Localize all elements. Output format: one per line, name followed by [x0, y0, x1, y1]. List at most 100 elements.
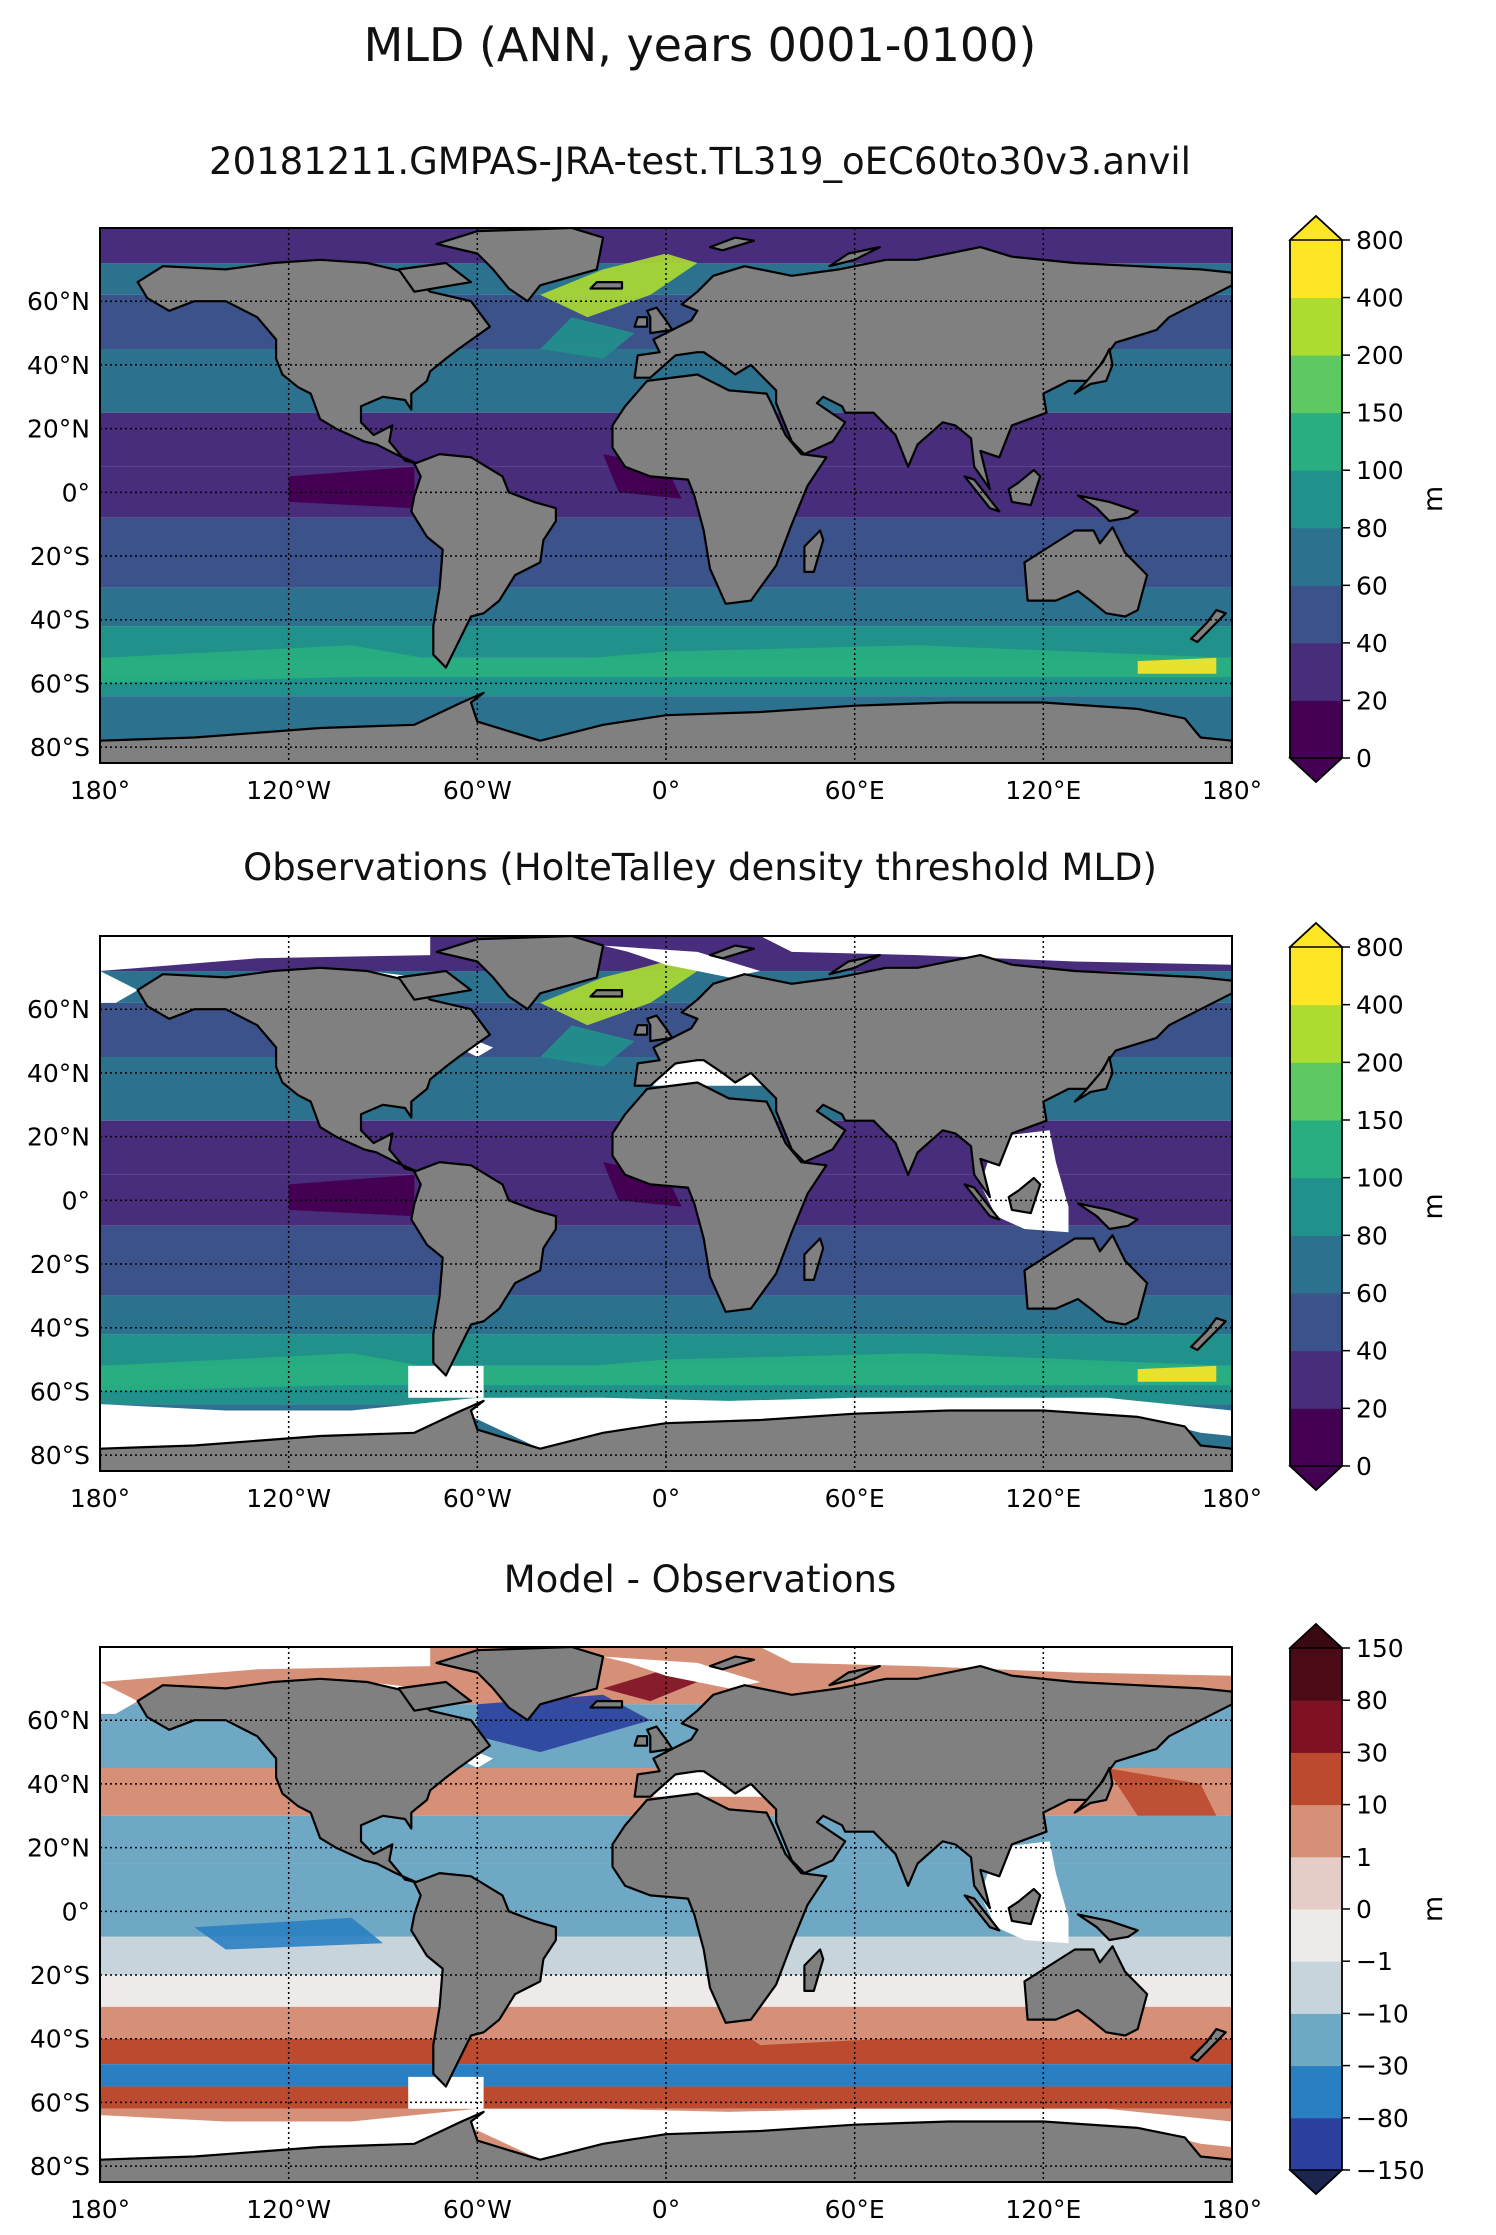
colorbar-segment [1290, 1648, 1342, 1701]
colorbar-extend-high [1288, 921, 1344, 948]
colorbar-unit-label: m [1418, 1896, 1449, 1922]
lat-tick-label: 40°N [27, 1770, 90, 1799]
lon-tick-label: 180° [70, 2195, 130, 2224]
gridlines [99, 1647, 1233, 2182]
colorbar-segment [1290, 2117, 1342, 2171]
colorbar-tick-label: 30 [1356, 1738, 1388, 1767]
colorbar-tick-label: 10 [1356, 1791, 1388, 1820]
lat-tick-label: 40°S [30, 606, 90, 635]
lat-tick-label: 20°N [27, 415, 90, 444]
lat-tick-label: 60°S [30, 2088, 90, 2117]
colorbar-segment [1290, 1235, 1342, 1294]
map-panel-2: 180° 120°W 60°W 0° 60°E 120°E 180° 60°N 40°N 20°N… [27, 1622, 1449, 2224]
lat-tick-label: 20°N [27, 1123, 90, 1152]
colorbar-tick-label: 150 [1356, 1634, 1404, 1663]
lat-tick-label: 40°N [27, 351, 90, 380]
lat-tick-label: 60°S [30, 1377, 90, 1406]
lon-tick-label: 180° [70, 776, 130, 805]
colorbar-segment [1290, 355, 1342, 414]
lon-tick-label: 120°W [246, 1484, 331, 1513]
lon-tick-label: 60°W [443, 776, 512, 805]
colorbar: 0 20 40 60 80 100 150 200 400 800 m [1288, 921, 1449, 1492]
colorbar-segment [1290, 1408, 1342, 1467]
lat-tick-label: 60°N [27, 1706, 90, 1735]
lat-tick-label: 60°S [30, 669, 90, 698]
map-frame [99, 1646, 1233, 2183]
colorbar-unit-label: m [1418, 486, 1449, 512]
colorbar-tick-label: −80 [1356, 2104, 1409, 2133]
colorbar-segment [1290, 2065, 1342, 2119]
colorbar-tick-label: 1 [1356, 1843, 1372, 1872]
lon-tick-label: 120°E [1005, 1484, 1081, 1513]
colorbar-unit-label: m [1418, 1193, 1449, 1219]
lat-tick-label: 20°S [30, 1961, 90, 1990]
lat-tick-label: 0° [62, 478, 90, 507]
lon-tick-label: 180° [1202, 776, 1262, 805]
lon-tick-label: 180° [70, 1484, 130, 1513]
colorbar-tick-label: 80 [1356, 514, 1388, 543]
colorbar-segment [1290, 1961, 1342, 2014]
colorbar-segment [1290, 642, 1342, 701]
colorbar-segment [1290, 297, 1342, 356]
colorbar-segment [1290, 947, 1342, 1006]
lon-tick-label: 120°W [246, 2195, 331, 2224]
lat-tick-label: 80°S [30, 2152, 90, 2181]
colorbar-segment [1290, 585, 1342, 644]
colorbar: 0 20 40 60 80 100 150 200 400 800 m [1288, 214, 1449, 784]
colorbar-extend-high [1288, 1622, 1344, 1649]
map-panel-1: 180° 120°W 60°W 0° 60°E 120°E 180° 60°N 40°N 20°N… [27, 921, 1449, 1513]
colorbar-segment [1290, 1350, 1342, 1409]
colorbar-segment [1290, 2013, 1342, 2067]
lat-tick-label: 40°S [30, 2025, 90, 2054]
colorbar-segment [1290, 700, 1342, 759]
lat-tick-label: 80°S [30, 733, 90, 762]
lon-tick-label: 60°E [825, 1484, 885, 1513]
colorbar-tick-label: 60 [1356, 1279, 1388, 1308]
colorbar-tick-label: 0 [1356, 1452, 1372, 1481]
panel-title-difference: Model - Observations [503, 1558, 897, 1601]
colorbar-tick-label: 0 [1356, 1895, 1372, 1924]
colorbar-segment [1290, 1004, 1342, 1063]
lat-tick-label: 0° [62, 1897, 90, 1926]
lon-tick-label: 0° [652, 1484, 680, 1513]
lon-tick-label: 60°E [825, 2195, 885, 2224]
colorbar-extend-low [1288, 1465, 1344, 1492]
colorbar-tick-label: 60 [1356, 571, 1388, 600]
lon-tick-label: 120°W [246, 776, 331, 805]
colorbar-tick-label: 80 [1356, 1686, 1388, 1715]
panel-title-model: 20181211.GMPAS-JRA-test.TL319_oEC60to30v… [209, 140, 1191, 183]
colorbar-segment [1290, 1856, 1342, 1910]
lon-tick-label: 180° [1202, 1484, 1262, 1513]
colorbar-tick-label: 20 [1356, 1394, 1388, 1423]
panel-title-observations: Observations (HolteTalley density thresh… [243, 846, 1157, 889]
lon-tick-label: 120°E [1005, 2195, 1081, 2224]
colorbar-extend-low [1288, 757, 1344, 784]
colorbar-tick-label: 40 [1356, 1337, 1388, 1366]
colorbar-tick-label: −10 [1356, 1999, 1409, 2028]
colorbar-segment [1290, 1752, 1342, 1806]
lon-tick-label: 0° [652, 776, 680, 805]
colorbar-segment [1290, 1804, 1342, 1858]
colorbar-segment [1290, 470, 1342, 529]
colorbar-segment [1290, 240, 1342, 299]
colorbar-segment [1290, 1062, 1342, 1121]
colorbar-tick-label: 400 [1356, 284, 1404, 313]
colorbar-extend-high [1288, 214, 1344, 241]
lat-tick-label: 20°S [30, 542, 90, 571]
colorbar-tick-label: 800 [1356, 226, 1404, 255]
lon-tick-label: 60°W [443, 1484, 512, 1513]
map-panel-0: 180° 120°W 60°W 0° 60°E 120°E 180° 60°N 40°N 20°N… [27, 214, 1449, 805]
colorbar-tick-label: 0 [1356, 744, 1372, 773]
colorbar-tick-label: 800 [1356, 933, 1404, 962]
lat-tick-label: 0° [62, 1186, 90, 1215]
colorbar-tick-label: 100 [1356, 1164, 1404, 1193]
colorbar-segment [1290, 1700, 1342, 1753]
colorbar-tick-label: 40 [1356, 629, 1388, 658]
lat-tick-label: 20°N [27, 1834, 90, 1863]
lon-tick-label: 0° [652, 2195, 680, 2224]
map-frame [99, 227, 1233, 764]
colorbar-segment [1290, 527, 1342, 586]
lon-tick-label: 120°E [1005, 776, 1081, 805]
